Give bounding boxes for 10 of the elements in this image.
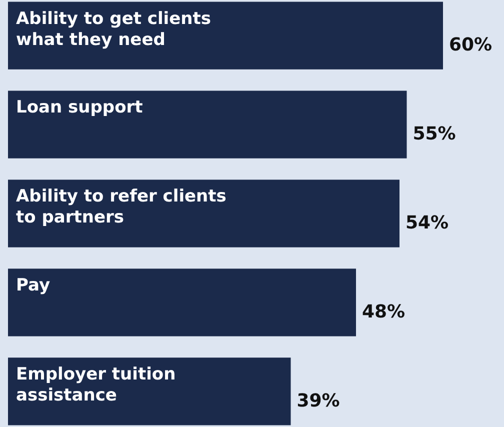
data-label: 39% xyxy=(296,390,340,412)
y-tick-label: Loan support xyxy=(16,98,143,118)
y-tick-label: Pay xyxy=(16,276,50,296)
y-tick-label: Ability to get clients what they need xyxy=(16,8,212,50)
y-tick-label: Employer tuition assistance xyxy=(16,364,176,406)
data-label: 48% xyxy=(362,301,406,322)
y-tick-label: Ability to refer clients to partners xyxy=(16,186,226,228)
data-label: 55% xyxy=(412,123,456,144)
data-label: 54% xyxy=(406,212,449,234)
data-label: 60% xyxy=(449,34,492,56)
